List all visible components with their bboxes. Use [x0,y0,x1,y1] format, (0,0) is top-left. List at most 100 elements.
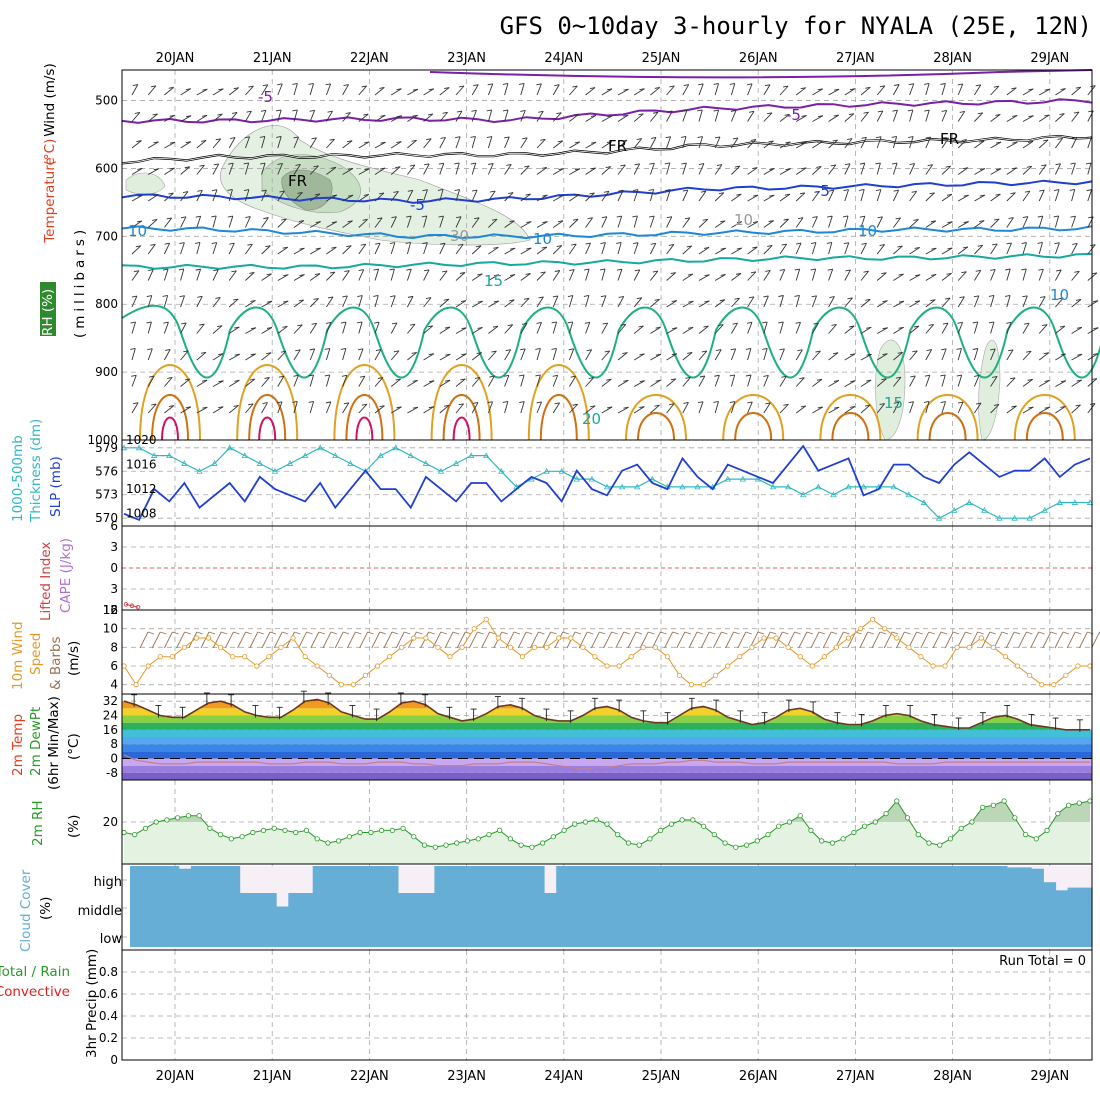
wind-barb-flag [977,112,983,115]
wind-barb [941,221,953,228]
wind-barb-flag [680,136,687,138]
wind-barb [763,220,774,228]
wind-barb [504,401,509,414]
wind-barb-flag [168,405,174,408]
wind-barb-flag [215,297,221,299]
wind-barb [293,247,305,255]
rh2m-line-point [786,819,793,825]
wind-barb [601,242,606,255]
wind-barb [536,83,542,96]
slp-label: SLP (mb) [48,456,64,517]
cloud-bar [397,920,411,947]
wind-barb-flag [135,245,141,248]
rh2m-line-point [303,827,310,834]
wind-barb [1038,406,1050,414]
wind-barb-flag [267,300,273,303]
wind-barb [617,379,629,387]
wind-barb-flag [977,244,983,247]
wind-barb [876,85,886,96]
cloud-bar [568,920,582,947]
y-tick-label: 579 [95,441,118,455]
wind-barb [795,87,806,96]
wind-barb-flag [623,114,629,117]
wind-speed-line-point [870,616,876,622]
rh2m-line-point [754,838,760,844]
wind-barb-flag [422,189,428,192]
wind-barb-flag [348,194,354,197]
wind-speed-line-point [411,635,417,641]
wind-barb [504,299,515,308]
wind-barb-flag [169,167,175,170]
wind-barb [844,353,856,361]
wind-barb-flag [363,193,369,196]
y-tick-label: 12 [103,603,118,617]
wind-barb-flag [233,298,239,301]
wind-barb-flag [1057,137,1063,140]
wind-barb [374,141,386,149]
wind-barb-flag [130,348,136,350]
wind-barb-flag [444,326,451,329]
wind-barb [763,168,775,175]
wind-barb-10m-flag [574,631,582,635]
cloud-bar [665,920,679,947]
contour-label: 15 [884,394,903,412]
wind-barb [439,112,448,122]
wind-barb [925,109,930,122]
wind-barb [568,321,574,334]
wind-barb-flag [162,294,168,297]
wind-barb [504,324,514,334]
wind-barb [747,194,759,202]
wind-barb [147,375,155,387]
wind-barb-flag [217,325,223,328]
wind-barb-flag [153,194,159,196]
wind-barb-10m-flag [965,631,972,635]
isotherm-loop [916,394,979,441]
wind-barb [439,270,448,281]
wind-barb-flag [458,85,465,88]
cloud-bar [763,866,776,893]
wind-barb-flag [616,241,622,244]
wind-barb-flag [377,217,383,220]
wind-barb [876,110,884,122]
wind-barb-flag [801,114,807,117]
rh2m-line-point [937,842,943,848]
wind-barb [261,300,273,308]
wind-barb-flag [908,83,914,86]
wind-barb-flag [925,136,931,139]
wind-barb-flag [1039,189,1045,192]
thickness-line-point [830,491,837,498]
wind-barb [714,247,726,255]
wind-barb [277,350,287,361]
thickness-line-point [739,475,747,482]
cloud-bar [166,866,180,893]
rh2m-line-point [840,836,846,842]
wind-barb [730,374,736,387]
cloud-bar [921,893,935,920]
wind-barb [828,114,839,122]
wind-barb [909,191,918,202]
wind-barb-flag [834,406,840,409]
wind-barb-flag [1008,217,1014,219]
cloud-bar [775,866,789,893]
wind-speed-line-point [990,644,997,650]
wind-barb [828,296,835,308]
wind-barb [131,220,143,228]
wind-barb-flag [833,379,840,382]
wind-barb-flag [895,217,901,220]
wind-barb-flag [136,140,142,143]
wind-barb-10m [371,631,381,649]
wind-barb [1087,136,1093,149]
wind-barb-flag [536,321,542,324]
wind-barb [309,323,318,334]
wind-barb [180,141,192,149]
wind10m-label: 10m Wind [10,621,26,690]
wind-barb [374,377,384,387]
wind-barb-10m-flag [1075,631,1082,635]
wind-barb-flag [137,194,143,197]
wind-barb [957,167,969,175]
wind-barb [455,136,461,149]
wind-barb [520,165,530,175]
wind-barb-flag [893,189,899,192]
wind-barb [293,274,305,281]
wind-barb-flag [509,220,515,223]
